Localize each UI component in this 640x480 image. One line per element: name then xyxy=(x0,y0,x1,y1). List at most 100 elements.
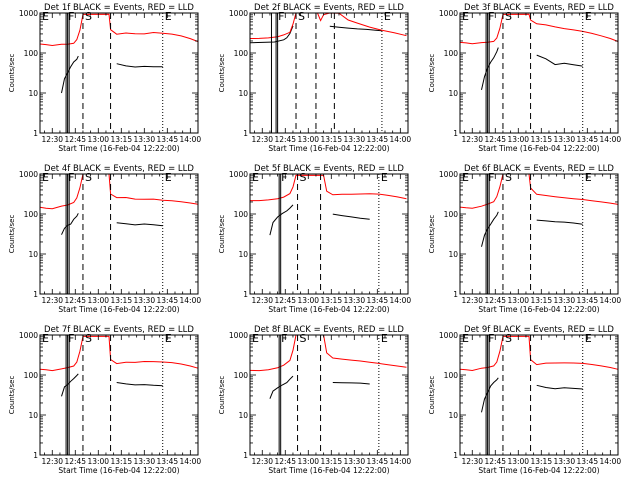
x-axis-label: Start Time (16-Feb-04 12:22:00) xyxy=(478,305,599,314)
y-axis-label: Counts/sec xyxy=(218,54,226,93)
x-tick-label: 13:30 xyxy=(553,457,575,466)
panel-title: Det 8f BLACK = Events, RED = LLD xyxy=(254,325,404,335)
panel-title: Det 4f BLACK = Events, RED = LLD xyxy=(44,164,194,174)
x-axis-label: Start Time (16-Feb-04 12:22:00) xyxy=(58,305,179,314)
x-axis-label: Start Time (16-Feb-04 12:22:00) xyxy=(268,305,389,314)
event-marker-label: S xyxy=(298,10,305,23)
y-tick-label: 1000 xyxy=(19,170,38,179)
x-tick-label: 13:15 xyxy=(110,296,132,305)
y-axis-label: Counts/sec xyxy=(428,376,436,415)
x-tick-label: 12:30 xyxy=(251,135,273,144)
series-line xyxy=(481,377,499,413)
x-tick-label: 13:00 xyxy=(507,135,529,144)
series-line xyxy=(459,335,619,372)
x-tick-label: 12:45 xyxy=(484,457,506,466)
plot-frame xyxy=(39,334,199,456)
x-tick-label: 14:00 xyxy=(600,296,622,305)
y-tick-label: 10 xyxy=(238,250,248,259)
event-marker-label: E xyxy=(381,171,388,184)
x-tick-label: 14:00 xyxy=(600,135,622,144)
event-marker-label: F xyxy=(68,10,74,23)
event-marker-label: E xyxy=(252,171,259,184)
x-tick-label: 13:30 xyxy=(133,135,155,144)
y-tick-label: 1000 xyxy=(439,9,458,18)
y-tick-label: 100 xyxy=(444,49,459,58)
event-marker-label: S xyxy=(505,332,512,345)
x-tick-label: 14:00 xyxy=(180,457,202,466)
plot-frame xyxy=(249,173,409,295)
x-tick-label: 13:15 xyxy=(530,135,552,144)
x-tick-label: 13:45 xyxy=(157,135,179,144)
series-line xyxy=(332,213,370,220)
event-marker-label: E xyxy=(462,10,469,23)
series-events xyxy=(269,375,370,399)
y-tick-label: 1 xyxy=(33,129,38,138)
event-marker-label: F xyxy=(278,10,284,23)
x-tick-label: 14:00 xyxy=(390,457,412,466)
y-axis-label: Counts/sec xyxy=(218,376,226,415)
x-tick-label: 13:00 xyxy=(297,457,319,466)
event-marker-label: F xyxy=(488,10,494,23)
y-tick-label: 10 xyxy=(448,89,458,98)
x-tick-label: 12:45 xyxy=(64,296,86,305)
event-marker-label: F xyxy=(68,171,74,184)
panel-title: Det 7f BLACK = Events, RED = LLD xyxy=(44,325,194,335)
x-tick-label: 12:45 xyxy=(274,135,296,144)
x-tick-label: 12:30 xyxy=(461,296,483,305)
x-tick-label: 13:00 xyxy=(507,457,529,466)
series-line xyxy=(61,373,79,397)
y-tick-label: 100 xyxy=(24,49,39,58)
series-line xyxy=(269,375,294,399)
plot-frame xyxy=(249,12,409,134)
series-line xyxy=(116,222,163,227)
y-axis-label: Counts/sec xyxy=(8,54,16,93)
y-tick-label: 1000 xyxy=(229,9,248,18)
series-events xyxy=(481,377,583,413)
y-tick-label: 1000 xyxy=(439,331,458,340)
plot-frame xyxy=(459,12,619,134)
x-tick-label: 13:15 xyxy=(530,457,552,466)
y-tick-label: 1000 xyxy=(439,170,458,179)
event-marker-label: S xyxy=(85,10,92,23)
series-line xyxy=(116,63,163,68)
x-tick-label: 13:45 xyxy=(367,457,389,466)
x-tick-label: 12:30 xyxy=(251,457,273,466)
event-marker-label: F xyxy=(68,332,74,345)
series-line xyxy=(39,335,199,372)
series-events xyxy=(481,211,583,247)
y-axis-label: Counts/sec xyxy=(8,376,16,415)
series-lld xyxy=(39,173,199,210)
y-tick-label: 10 xyxy=(238,89,248,98)
y-tick-label: 100 xyxy=(444,371,459,380)
y-tick-label: 10 xyxy=(28,250,38,259)
x-tick-label: 14:00 xyxy=(390,135,412,144)
event-marker-label: E xyxy=(42,10,49,23)
series-events xyxy=(481,47,583,91)
y-tick-label: 10 xyxy=(28,89,38,98)
y-tick-label: 1 xyxy=(453,129,458,138)
y-tick-label: 100 xyxy=(234,49,249,58)
series-lld xyxy=(459,13,619,45)
x-tick-label: 13:00 xyxy=(87,457,109,466)
event-marker-label: S xyxy=(85,171,92,184)
x-tick-label: 13:45 xyxy=(157,457,179,466)
plot-frame xyxy=(39,173,199,295)
x-tick-label: 14:00 xyxy=(390,296,412,305)
panel-title: Det 1f BLACK = Events, RED = LLD xyxy=(44,3,194,13)
event-marker-label: S xyxy=(85,332,92,345)
x-tick-label: 13:15 xyxy=(110,457,132,466)
event-marker-label: S xyxy=(300,171,307,184)
x-tick-label: 13:15 xyxy=(320,457,342,466)
y-tick-label: 1000 xyxy=(229,170,248,179)
panel-title: Det 2f BLACK = Events, RED = LLD xyxy=(254,3,404,13)
y-tick-label: 1 xyxy=(33,451,38,460)
plot-frame xyxy=(459,334,619,456)
x-tick-label: 13:15 xyxy=(320,135,342,144)
